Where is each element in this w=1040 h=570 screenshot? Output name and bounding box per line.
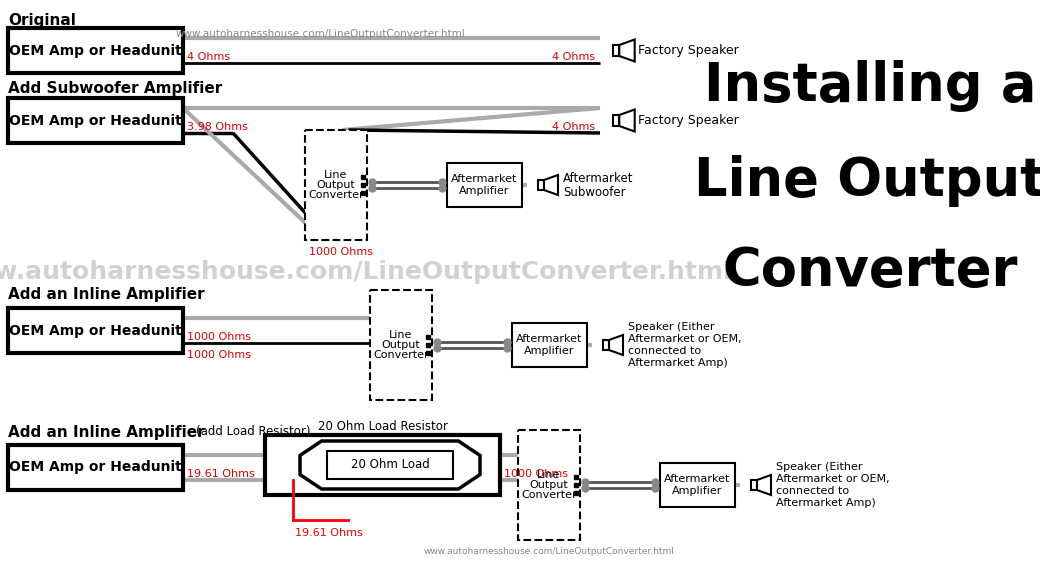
Text: Converter: Converter [373, 350, 428, 360]
Text: Original: Original [8, 13, 76, 27]
Text: Line: Line [324, 170, 347, 180]
Text: Line: Line [389, 330, 413, 340]
Bar [305, 130, 367, 240]
Bar [327, 451, 453, 479]
Text: 3.98 Ohms: 3.98 Ohms [187, 122, 248, 132]
Bar [8, 98, 183, 143]
Text: Aftermarket or OEM,: Aftermarket or OEM, [776, 474, 889, 484]
Polygon shape [613, 45, 619, 56]
Text: Aftermarket: Aftermarket [665, 474, 731, 484]
Text: Amplifier: Amplifier [672, 486, 723, 496]
Text: Output: Output [382, 340, 420, 350]
Text: Factory Speaker: Factory Speaker [638, 114, 738, 127]
Text: Converter: Converter [308, 190, 364, 200]
Text: www.autoharnesshouse.com/LineOutputConverter.html: www.autoharnesshouse.com/LineOutputConve… [0, 260, 732, 284]
Text: 20 Ohm Load Resistor: 20 Ohm Load Resistor [317, 421, 447, 434]
Text: 19.61 Ohms: 19.61 Ohms [295, 528, 363, 538]
Text: Converter: Converter [521, 490, 577, 500]
Text: www.autoharnesshouse.com/LineOutputConverter.html: www.autoharnesshouse.com/LineOutputConve… [175, 29, 465, 39]
Bar [518, 430, 580, 540]
Bar [512, 323, 587, 367]
Text: Output: Output [529, 480, 569, 490]
Text: Speaker (Either: Speaker (Either [776, 462, 862, 472]
Text: 4 Ohms: 4 Ohms [552, 122, 595, 132]
Text: Installing a: Installing a [704, 60, 1036, 112]
Text: Factory Speaker: Factory Speaker [638, 44, 738, 57]
Polygon shape [300, 441, 480, 489]
Text: 1000 Ohms: 1000 Ohms [187, 332, 251, 342]
Text: Speaker (Either: Speaker (Either [628, 322, 714, 332]
Bar [265, 435, 500, 495]
Polygon shape [757, 475, 771, 495]
Text: connected to: connected to [776, 486, 849, 496]
Text: (add Load Resistor): (add Load Resistor) [196, 425, 311, 438]
Text: Aftermarket: Aftermarket [451, 174, 518, 184]
Text: OEM Amp or Headunit: OEM Amp or Headunit [9, 324, 182, 337]
Text: OEM Amp or Headunit: OEM Amp or Headunit [9, 43, 182, 58]
Text: Output: Output [316, 180, 356, 190]
Polygon shape [603, 340, 609, 350]
Text: Aftermarket: Aftermarket [563, 173, 633, 185]
Text: Aftermarket Amp): Aftermarket Amp) [628, 358, 728, 368]
Polygon shape [609, 335, 623, 355]
Polygon shape [613, 115, 619, 126]
Text: Converter: Converter [723, 245, 1018, 297]
Text: Line: Line [538, 470, 561, 480]
Polygon shape [544, 175, 558, 195]
Text: Add an Inline Amplifier: Add an Inline Amplifier [8, 425, 205, 439]
Polygon shape [538, 180, 544, 190]
Text: 1000 Ohms: 1000 Ohms [309, 247, 373, 257]
Polygon shape [619, 109, 634, 132]
Polygon shape [751, 480, 757, 490]
Text: Line Output: Line Output [695, 155, 1040, 207]
Text: 19.61 Ohms: 19.61 Ohms [187, 469, 255, 479]
Text: OEM Amp or Headunit: OEM Amp or Headunit [9, 113, 182, 128]
Text: 1000 Ohms: 1000 Ohms [187, 350, 251, 360]
Text: Aftermarket: Aftermarket [516, 334, 582, 344]
Text: Add Subwoofer Amplifier: Add Subwoofer Amplifier [8, 80, 223, 96]
Text: 4 Ohms: 4 Ohms [552, 52, 595, 62]
Bar [660, 463, 735, 507]
Text: Amplifier: Amplifier [460, 186, 510, 196]
Text: 1000 Ohms: 1000 Ohms [504, 469, 568, 479]
Text: Add an Inline Amplifier: Add an Inline Amplifier [8, 287, 205, 303]
Text: connected to: connected to [628, 346, 701, 356]
Bar [370, 290, 432, 400]
Text: www.autoharnesshouse.com/LineOutputConverter.html: www.autoharnesshouse.com/LineOutputConve… [423, 548, 674, 556]
Bar [8, 28, 183, 73]
Text: Aftermarket Amp): Aftermarket Amp) [776, 498, 876, 508]
Polygon shape [619, 39, 634, 62]
Text: Aftermarket or OEM,: Aftermarket or OEM, [628, 334, 742, 344]
Text: Amplifier: Amplifier [524, 346, 575, 356]
Text: Subwoofer: Subwoofer [563, 186, 626, 200]
Bar [8, 445, 183, 490]
Bar [8, 308, 183, 353]
Bar [447, 163, 522, 207]
Text: 4 Ohms: 4 Ohms [187, 52, 230, 62]
Text: 20 Ohm Load: 20 Ohm Load [350, 458, 430, 471]
Text: OEM Amp or Headunit: OEM Amp or Headunit [9, 461, 182, 474]
